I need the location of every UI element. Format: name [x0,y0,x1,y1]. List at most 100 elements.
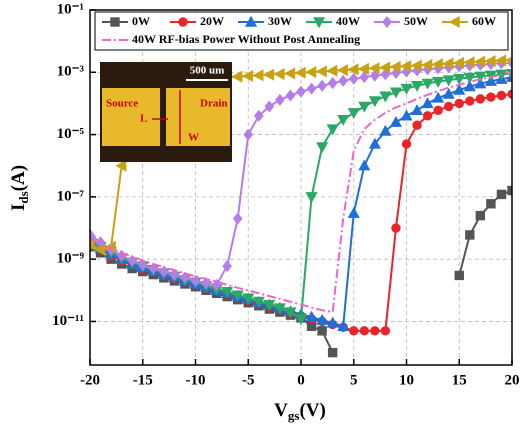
data-point [370,69,380,82]
data-point [284,67,296,80]
data-point [442,57,454,70]
x-tick-label: 10 [399,372,414,388]
data-point [358,62,369,75]
data-point [337,115,350,126]
y-label-main: I [8,204,29,211]
data-point [463,72,476,84]
legend-label: 60W [472,14,496,28]
data-point [389,115,402,127]
data-point [400,60,412,73]
legend-label: 50W [404,14,428,28]
data-point [296,85,306,98]
data-point [327,77,338,90]
data-point [412,120,422,130]
inset-drain-label: Drain [200,98,228,110]
data-point [433,105,443,116]
data-point [273,303,286,315]
data-point [358,101,371,113]
data-point [90,238,95,251]
y-tick-label: 10⁻¹¹ [52,313,84,329]
data-point [379,124,392,136]
data-point [316,142,329,154]
inset-drain [166,88,230,146]
inset-source-label: Source [106,98,138,110]
legend-marker [382,16,392,28]
data-point [411,81,424,92]
data-point [305,310,318,322]
data-point [294,314,308,326]
data-point [263,299,276,311]
data-point [484,54,496,68]
data-point [221,287,234,298]
data-point [432,91,445,103]
legend-marker [110,17,120,27]
legend-marker [178,17,188,27]
data-point [475,210,486,221]
data-point [389,60,401,73]
data-point [137,258,148,271]
data-point [326,64,338,77]
data-point [454,98,464,109]
y-tick-label: 10⁻⁵ [57,126,85,142]
y-label-unit: (A) [8,165,29,191]
data-point [242,293,255,305]
data-point [159,265,169,278]
data-point [317,79,327,92]
legend-box [94,11,509,51]
data-point [305,192,318,204]
data-point [368,96,381,108]
legend-label: 40W RF-bias Power Without Post Annealing [132,32,360,46]
data-point [359,71,370,84]
inset-source [102,88,160,146]
data-point [347,63,359,76]
data-point [400,109,413,121]
data-point [359,326,369,336]
data-point [379,61,391,74]
data-point [370,326,380,336]
data-point [475,94,486,104]
data-point [410,59,422,72]
data-point [463,80,476,92]
data-point [486,92,496,102]
data-point [347,206,360,218]
data-point [474,71,487,83]
data-point [231,70,243,83]
data-point [264,100,275,113]
data-point [442,87,455,99]
data-point [349,326,359,336]
data-point [115,159,127,172]
data-point [222,260,232,273]
data-point [348,72,359,85]
data-point [252,69,264,82]
data-point [453,83,466,95]
data-point [305,65,317,79]
data-point [326,316,339,328]
data-point [242,69,253,83]
data-point [316,313,329,325]
legend-label: 40W [336,14,360,28]
legend-label: 0W [132,14,150,28]
data-point [273,67,285,81]
x-tick-label: -15 [133,372,153,388]
inset-w-label: W [188,132,199,144]
data-point [465,96,475,106]
inset-l-label: L [140,113,147,125]
x-tick-label: 20 [505,372,520,388]
y-tick-label: 10⁻⁷ [57,188,85,204]
data-point [368,137,381,149]
data-point [368,62,380,75]
series [90,71,512,314]
data-point [231,290,244,302]
plot-frame [89,9,513,366]
x-tick-label: 5 [350,372,358,388]
data-point [306,82,317,95]
y-label-sub: ds [16,191,31,203]
y-tick-label: 10⁻³ [57,64,85,80]
x-tick-label: -5 [242,372,255,388]
data-point [444,101,454,112]
data-point [496,90,507,101]
legend-marker [312,17,326,29]
y-axis-label: Ids(A) [8,165,31,211]
data-point [358,159,371,171]
